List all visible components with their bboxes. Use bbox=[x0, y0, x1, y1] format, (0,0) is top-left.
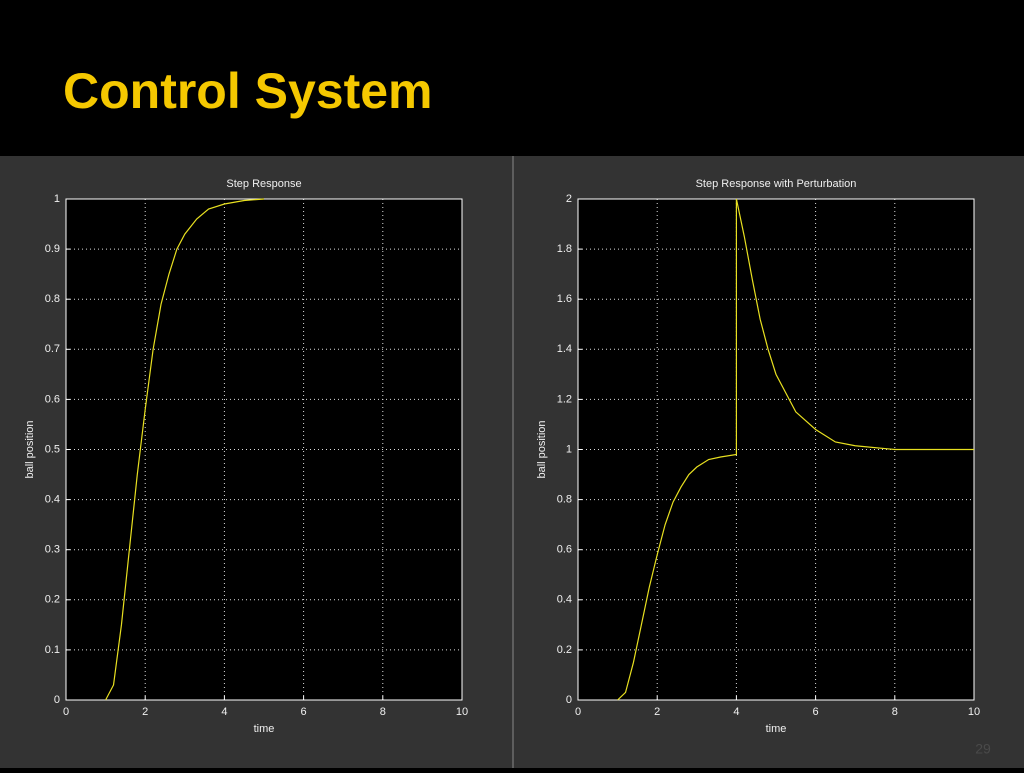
y-tick-label: 0.6 bbox=[557, 544, 572, 556]
y-tick-label: 0.9 bbox=[45, 243, 60, 255]
x-tick-label: 6 bbox=[301, 706, 307, 718]
y-tick-label: 0.7 bbox=[45, 343, 60, 355]
x-tick-label: 8 bbox=[892, 706, 898, 718]
page-number: 29 bbox=[975, 741, 991, 757]
y-tick-label: 0.4 bbox=[557, 594, 572, 606]
chart-title: Step Response bbox=[226, 178, 301, 190]
y-tick-label: 1 bbox=[54, 193, 60, 205]
x-tick-label: 2 bbox=[654, 706, 660, 718]
x-tick-label: 10 bbox=[968, 706, 980, 718]
y-tick-label: 0 bbox=[566, 694, 572, 706]
y-tick-label: 0.8 bbox=[557, 494, 572, 506]
y-tick-label: 0.8 bbox=[45, 293, 60, 305]
y-tick-label: 1.4 bbox=[557, 343, 572, 355]
y-tick-label: 0.3 bbox=[45, 544, 60, 556]
y-tick-label: 1 bbox=[566, 443, 572, 455]
y-tick-label: 1.8 bbox=[557, 243, 572, 255]
x-tick-label: 8 bbox=[380, 706, 386, 718]
x-tick-label: 4 bbox=[733, 706, 739, 718]
y-axis-label: ball position bbox=[536, 420, 548, 478]
x-tick-label: 2 bbox=[142, 706, 148, 718]
plot-area bbox=[66, 199, 462, 700]
x-tick-label: 0 bbox=[63, 706, 69, 718]
data-line bbox=[105, 198, 265, 701]
y-tick-label: 0.4 bbox=[45, 494, 60, 506]
chart-title: Step Response with Perturbation bbox=[696, 178, 857, 190]
y-tick-label: 0.2 bbox=[557, 644, 572, 656]
slide-title: Control System bbox=[63, 63, 433, 119]
y-tick-label: 2 bbox=[566, 193, 572, 205]
x-axis-label: time bbox=[254, 723, 275, 735]
y-tick-label: 1.6 bbox=[557, 293, 572, 305]
data-line bbox=[617, 198, 974, 701]
x-axis-label: time bbox=[766, 723, 787, 735]
y-tick-label: 0 bbox=[54, 694, 60, 706]
x-tick-label: 0 bbox=[575, 706, 581, 718]
y-tick-label: 1.2 bbox=[557, 393, 572, 405]
x-tick-label: 10 bbox=[456, 706, 468, 718]
x-tick-label: 4 bbox=[221, 706, 227, 718]
y-tick-label: 0.6 bbox=[45, 393, 60, 405]
y-tick-label: 0.5 bbox=[45, 443, 60, 455]
y-tick-label: 0.1 bbox=[45, 644, 60, 656]
x-tick-label: 6 bbox=[813, 706, 819, 718]
y-tick-label: 0.2 bbox=[45, 594, 60, 606]
y-axis-label: ball position bbox=[24, 420, 36, 478]
